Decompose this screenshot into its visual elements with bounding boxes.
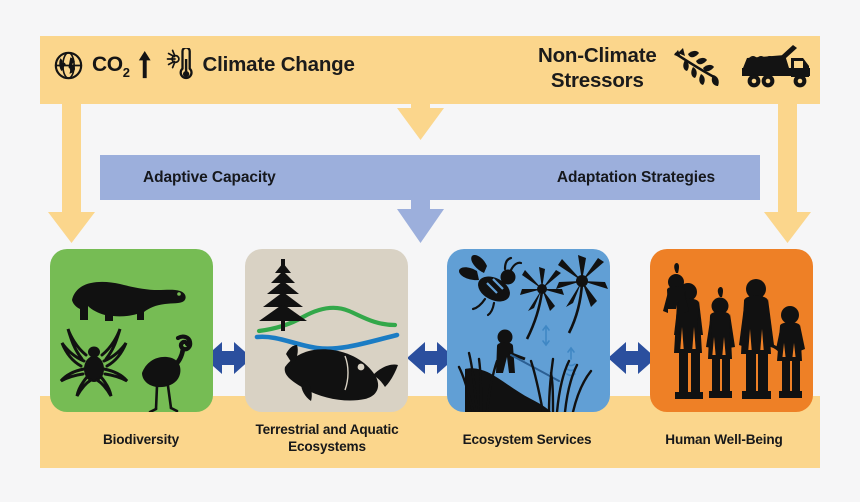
human-well-being-label: Human Well-Being — [665, 432, 783, 447]
invasive-plant-pest-icon — [673, 48, 719, 86]
eco-label-line-1: Terrestrial and Aquatic — [255, 422, 399, 437]
co2-label: CO 2 — [92, 53, 130, 80]
conifer-tree-icon — [259, 259, 307, 331]
co2-rising-icon — [138, 50, 151, 79]
climate-change-label: Climate Change — [202, 53, 355, 76]
arrow-bidirectional-3[interactable] — [608, 342, 656, 374]
ecosystem-services-label: Ecosystem Services — [462, 432, 592, 447]
arrow-down-center — [397, 100, 444, 140]
arrow-down-blue-center — [397, 198, 444, 243]
thermometer-sun-icon — [166, 48, 193, 80]
panel-terrestrial-aquatic-ecosystems[interactable] — [245, 249, 408, 412]
panel-ecosystem-services[interactable] — [447, 249, 610, 412]
panel-biodiversity[interactable] — [50, 249, 213, 412]
polar-bear-icon — [72, 281, 186, 321]
eco-label-line-2: Ecosystems — [288, 438, 366, 454]
blue-water-line-icon — [254, 332, 400, 351]
terrestrial-aquatic-ecosystems-label: Terrestrial and Aquatic Ecosystems — [233, 422, 421, 455]
family-group-icon — [663, 263, 805, 399]
arrow-down-right — [764, 96, 811, 243]
panel-human-well-being[interactable] — [650, 249, 813, 412]
reeds-icon — [457, 351, 593, 412]
climate-change-group: CO 2 Climate Change — [54, 48, 355, 82]
globe-icon — [54, 51, 83, 79]
angler-fishing-icon — [496, 329, 526, 373]
adaptation-bar: Adaptive Capacity Adaptation Strategies — [100, 155, 760, 200]
spider-icon — [59, 328, 129, 397]
non-climate-stressors-label: Non-Climate Stressors — [538, 43, 657, 93]
co2-subscript: 2 — [122, 65, 130, 80]
top-banner: CO 2 Climate Change — [40, 36, 820, 104]
ncs-line-2: Stressors — [550, 69, 644, 92]
adaptation-strategies-label: Adaptation Strategies — [556, 168, 715, 186]
adaptive-capacity-label: Adaptive Capacity — [143, 168, 276, 186]
dump-truck-icon — [741, 45, 810, 88]
biodiversity-label: Biodiversity — [102, 432, 179, 447]
arrow-down-left — [48, 96, 95, 243]
co2-text: CO — [92, 53, 123, 76]
non-climate-stressors-group: Non-Climate Stressors — [538, 42, 813, 94]
fish-icon — [284, 345, 398, 401]
ncs-line-1: Non-Climate — [538, 44, 657, 67]
flower-icon — [520, 255, 608, 340]
riverbank-icon — [465, 368, 551, 412]
bee-icon — [459, 255, 523, 317]
flamingo-icon — [142, 334, 193, 412]
